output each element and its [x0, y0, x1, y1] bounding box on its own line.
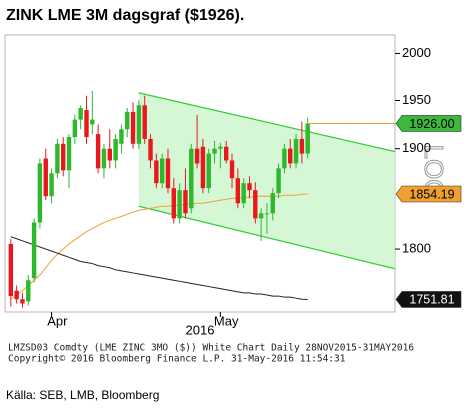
source: Källa: SEB, LMB, Bloomberg [6, 388, 159, 402]
moving-average [10, 236, 308, 300]
candle-body [282, 148, 287, 169]
price-tag [395, 185, 462, 203]
candle-body [55, 143, 60, 174]
candle-body [189, 148, 194, 209]
candle-body [119, 129, 124, 144]
footer-line: Copyright© 2016 Bloomberg Finance L.P. 3… [8, 354, 346, 365]
candle-body [218, 146, 223, 149]
moving-average [10, 193, 308, 300]
candle-body [136, 105, 142, 144]
candle-body [288, 148, 293, 164]
candle-body [253, 190, 258, 219]
candle-body [101, 148, 107, 169]
price-tag-label: 1926.00 [409, 117, 454, 131]
candle-body [66, 137, 72, 171]
candle-body [171, 188, 177, 219]
candle-body [49, 173, 54, 197]
candle-body [125, 111, 130, 130]
candle-body [183, 190, 188, 214]
price-tag-label: 1854.19 [409, 187, 454, 201]
candle-body [270, 193, 275, 214]
candle-body [130, 111, 136, 144]
candle-body [223, 146, 229, 161]
candle-body [84, 110, 89, 138]
candle-body [206, 153, 211, 189]
candle-body [212, 148, 217, 154]
candle-body [159, 158, 165, 184]
price-tag-label: 1751.81 [409, 293, 454, 307]
price-tag [395, 291, 462, 308]
channel [138, 92, 395, 269]
x-tick-label: Apr [47, 313, 68, 328]
candle-body [177, 190, 182, 219]
candle-body [14, 290, 19, 300]
candle-body [276, 168, 281, 194]
candle-body [107, 148, 112, 161]
candle-body [241, 183, 246, 204]
y-tick-label: 1800 [402, 241, 431, 256]
candle-body [31, 222, 37, 279]
price-tag [395, 115, 462, 132]
candle-body [37, 163, 43, 223]
candle-body [194, 148, 200, 164]
candle-body [293, 138, 299, 164]
candle-body [264, 213, 270, 215]
candle-body [60, 143, 66, 171]
candle-body [20, 299, 25, 304]
candle-body [78, 108, 83, 120]
candle-body [305, 123, 310, 154]
candle-body [43, 158, 48, 197]
x-sublabel: 2016 [186, 322, 215, 337]
candle-body [26, 280, 31, 302]
candle-body [235, 178, 241, 204]
y-tick-label: 1900 [402, 140, 431, 155]
candle-body [142, 105, 147, 139]
candle-body [229, 160, 235, 179]
candle-body [90, 119, 95, 125]
candle-body [299, 138, 305, 154]
candle-body [258, 213, 264, 219]
chart-title: ZINK LME 3M dagsgraf ($1926). [6, 7, 244, 24]
channel-line [138, 92, 396, 153]
x-tick-label: May [214, 313, 239, 328]
candle-body [113, 138, 118, 161]
candle-body [200, 146, 206, 189]
candle-body [72, 119, 78, 138]
candle-body [247, 183, 252, 191]
footer-line: LMZSD03 Comdty (LME ZINC 3MO ($)) White … [8, 343, 414, 354]
candle-body [148, 138, 153, 161]
y-tick-label: 1950 [402, 92, 431, 107]
candle-body [154, 160, 159, 184]
y-tick-label: 2000 [402, 45, 431, 60]
candle-body [95, 134, 101, 169]
candle-body [165, 158, 171, 189]
candle-body [8, 243, 14, 297]
